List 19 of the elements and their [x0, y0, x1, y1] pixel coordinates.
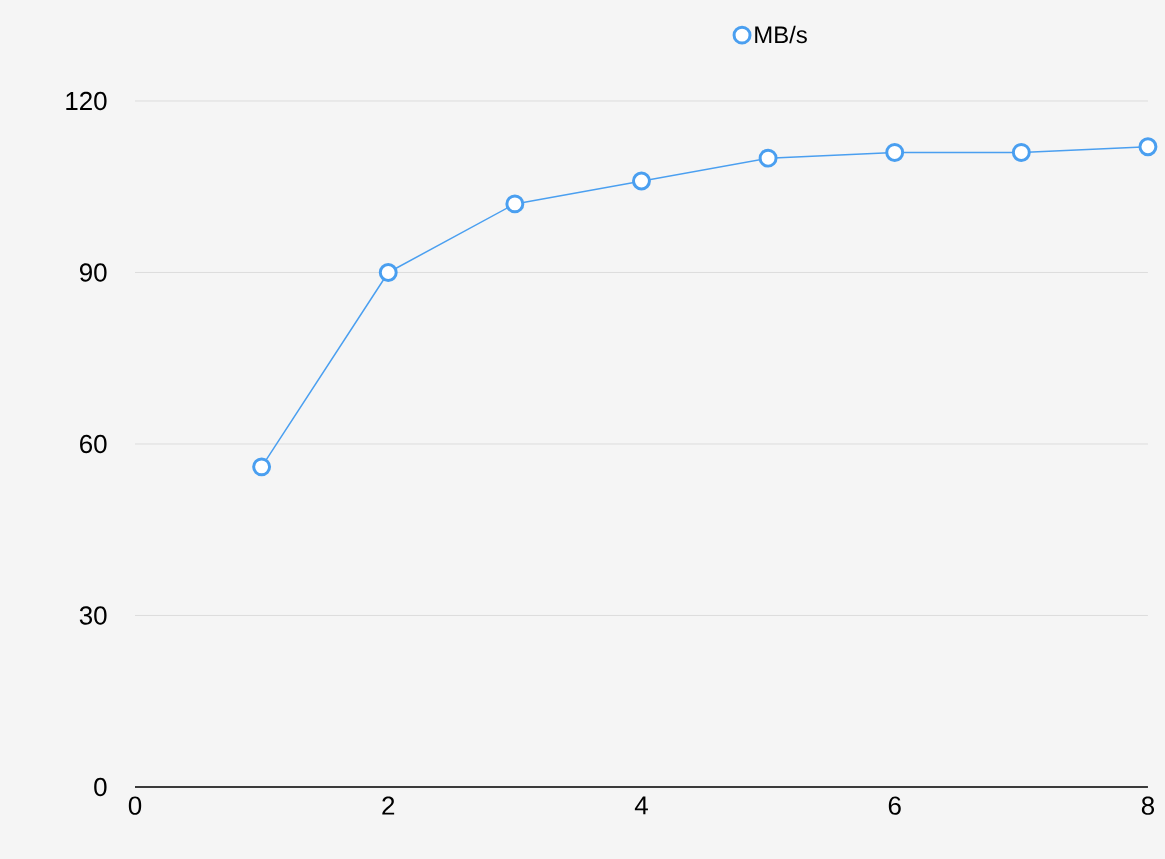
x-tick-label: 6 — [888, 796, 901, 815]
point — [378, 263, 398, 282]
y-tick-label: 120 — [66, 91, 107, 111]
y-tick-label: 30 — [79, 606, 107, 625]
point — [1011, 142, 1031, 162]
y-tick-label: 90 — [79, 263, 107, 282]
point — [758, 148, 778, 168]
y-tick-label: 0 — [94, 777, 107, 797]
y-tick-label: 60 — [80, 434, 107, 454]
point — [505, 194, 525, 214]
x-tick-label: 4 — [634, 796, 648, 815]
point — [632, 171, 651, 191]
x-tick-label: 8 — [1141, 796, 1155, 815]
point — [1138, 137, 1158, 157]
x-tick-label: 0 — [128, 796, 142, 815]
point — [252, 457, 272, 477]
point — [885, 142, 905, 162]
legend-label: MB/s — [755, 25, 807, 44]
x-tick-label: 2 — [382, 796, 395, 815]
